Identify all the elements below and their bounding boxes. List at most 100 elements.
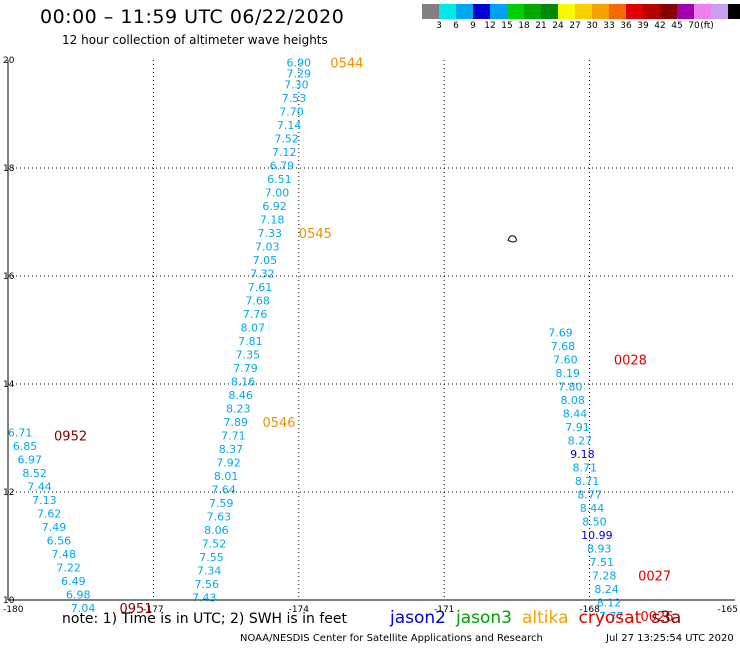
wave-height-label: 7.32 <box>250 267 275 280</box>
wave-height-label: 7.60 <box>553 354 578 367</box>
color-swatch <box>575 4 592 19</box>
color-scale-legend: 3 6 9 12 15 18 21 24 27 30 33 36 39 42 45 70 (ft) <box>422 4 740 33</box>
wave-height-label: 6.71 <box>8 427 33 440</box>
color-scale-label: 30 <box>586 21 598 31</box>
wave-height-label: 7.68 <box>551 340 576 353</box>
wave-height-label: 7.43 <box>192 591 217 604</box>
wave-height-label: 8.93 <box>587 543 612 556</box>
color-scale-label: 21 <box>535 21 547 31</box>
wave-height-label: 7.76 <box>243 308 268 321</box>
color-scale-label: 6 <box>453 21 459 31</box>
wave-height-label: 9.18 <box>570 448 595 461</box>
wave-height-label: 8.71 <box>573 462 598 475</box>
wave-height-label: 7.64 <box>211 483 236 496</box>
wave-height-label: 6.56 <box>47 535 72 548</box>
color-swatch <box>643 4 660 19</box>
wave-height-label: 8.16 <box>231 375 256 388</box>
wave-height-label: 7.53 <box>282 92 307 105</box>
x-tick-label: -168 <box>579 605 600 615</box>
wave-height-label: 7.44 <box>27 481 52 494</box>
wave-height-label: 7.55 <box>199 551 224 564</box>
chart-title: 00:00 – 11:59 UTC 06/22/2020 <box>40 6 345 28</box>
pass-time-label: 0028 <box>614 354 647 369</box>
wave-height-label: 10.99 <box>581 529 613 542</box>
wave-height-label: 7.52 <box>202 537 227 550</box>
wave-height-label: 7.68 <box>245 294 270 307</box>
wave-height-label: 6.49 <box>61 575 86 588</box>
color-scale-labels: 3 6 9 12 15 18 21 24 27 30 33 36 39 42 45 70 (ft) <box>422 19 740 33</box>
island-outline <box>507 235 517 243</box>
wave-height-label: 7.49 <box>42 521 67 534</box>
wave-height-label: 8.24 <box>594 583 619 596</box>
wave-height-label: 7.22 <box>56 562 81 575</box>
color-swatch <box>609 4 626 19</box>
wave-height-label: 7.52 <box>274 132 299 145</box>
wave-height-label: 8.46 <box>228 389 253 402</box>
pass-time-label: 0951 <box>119 602 152 617</box>
wave-height-label: 7.04 <box>71 602 96 615</box>
x-tick-label: -177 <box>143 605 163 615</box>
satellite-legend-item: jason3 <box>456 608 512 628</box>
color-scale-label: 15 <box>501 21 513 31</box>
pass-time-label: 0545 <box>299 227 332 242</box>
color-swatch <box>677 4 694 19</box>
color-swatch <box>592 4 609 19</box>
color-swatch <box>558 4 575 19</box>
y-tick-label: 20 <box>3 56 15 66</box>
wave-height-label: 7.61 <box>248 281 273 294</box>
color-scale-label: 12 <box>484 21 496 31</box>
color-swatch <box>439 4 456 19</box>
footer-credit: NOAA/NESDIS Center for Satellite Applica… <box>240 633 543 644</box>
color-swatch <box>626 4 643 19</box>
wave-height-label: 6.79 <box>270 159 295 172</box>
color-swatch <box>422 4 439 19</box>
wave-height-label: 7.48 <box>51 548 76 561</box>
color-scale-label: 27 <box>569 21 581 31</box>
wave-height-label: 7.30 <box>284 78 309 91</box>
wave-height-label: 8.37 <box>219 443 244 456</box>
wave-height-label: 7.77 <box>599 610 624 623</box>
y-tick-label: 12 <box>3 488 14 498</box>
wave-height-label: 8.01 <box>214 470 239 483</box>
color-scale-swatches <box>422 4 740 19</box>
y-tick-label: 10 <box>3 596 15 606</box>
wave-height-label: 7.33 <box>257 227 282 240</box>
wave-height-label: 7.69 <box>548 327 573 340</box>
wave-height-label: 7.62 <box>37 508 62 521</box>
pass-time-label: 0027 <box>638 570 671 585</box>
chart-subtitle: 12 hour collection of altimeter wave hei… <box>62 33 328 47</box>
pass-time-label: 0546 <box>262 416 295 431</box>
wave-height-label: 8.23 <box>226 402 251 415</box>
wave-height-label: 7.05 <box>253 254 278 267</box>
satellite-legend-item: s3a <box>651 608 682 628</box>
wave-height-label: 6.51 <box>267 173 292 186</box>
wave-height-label: 7.89 <box>224 416 249 429</box>
color-scale-label: 3 <box>436 21 442 31</box>
color-scale-label: 45 <box>671 21 683 31</box>
wave-height-label: 7.29 <box>287 68 312 81</box>
x-tick-label: -165 <box>718 605 738 615</box>
footer-note: note: 1) Time is in UTC; 2) SWH is in fe… <box>62 611 348 627</box>
wave-height-label: 6.98 <box>66 589 91 602</box>
wave-height-label: 8.19 <box>556 367 581 380</box>
wave-height-label: 8.08 <box>560 394 585 407</box>
wave-height-label: 7.59 <box>209 497 234 510</box>
wave-height-label: 7.70 <box>279 105 304 118</box>
pass-time-label: 0544 <box>330 57 363 72</box>
wave-height-label: 7.79 <box>233 362 258 375</box>
wave-height-label: 6.92 <box>262 200 287 213</box>
color-swatch <box>694 4 711 19</box>
color-swatch <box>541 4 558 19</box>
color-swatch <box>507 4 524 19</box>
wave-height-label: 8.07 <box>241 321 266 334</box>
satellite-legend-item: altika <box>522 608 569 628</box>
satellite-legend-item: cryosat <box>578 608 642 628</box>
wave-height-label: 8.77 <box>577 489 602 502</box>
color-swatch <box>456 4 473 19</box>
wave-height-label: 8.50 <box>582 516 607 529</box>
color-scale-label: 18 <box>518 21 530 31</box>
wave-height-label: 7.91 <box>565 421 590 434</box>
wave-height-label: 7.80 <box>558 381 583 394</box>
color-scale-label: 39 <box>637 21 649 31</box>
